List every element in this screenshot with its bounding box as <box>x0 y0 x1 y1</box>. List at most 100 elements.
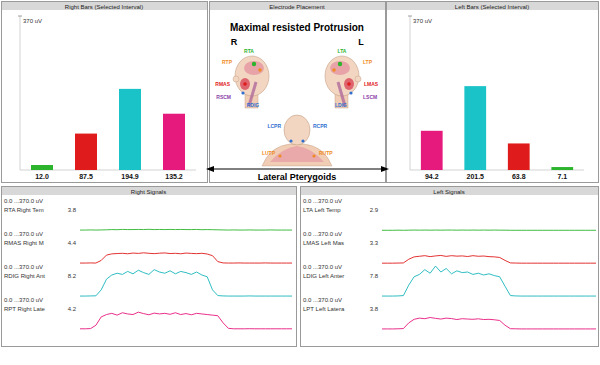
masseter <box>240 78 250 90</box>
muscle-label: RUTP <box>319 150 333 156</box>
nose <box>355 76 361 82</box>
trapezius <box>270 146 324 162</box>
y-tick <box>408 16 412 17</box>
signal-trace <box>80 270 292 296</box>
muscle-label: LUTP <box>262 150 276 156</box>
temporalis <box>244 61 264 75</box>
scale-label: 0.0 ...370.0 uV <box>4 231 43 237</box>
arrow-head <box>381 166 389 172</box>
title-strip <box>301 187 598 195</box>
panel-title: Right Bars (Selected Interval) <box>65 4 143 10</box>
electrode <box>338 62 342 66</box>
muscle-label: LTA <box>338 48 347 54</box>
skull <box>235 56 269 96</box>
panel-frame <box>387 2 599 183</box>
muscle-label: RSCM <box>216 94 231 100</box>
back-skull <box>284 115 310 145</box>
signal-trace <box>382 266 596 296</box>
panel-title: Left Bars (Selected Interval) <box>455 4 529 10</box>
electrode <box>243 82 247 86</box>
signal-trace <box>382 318 596 329</box>
series-name: RTA Right Tem <box>4 207 44 213</box>
trace-group <box>80 253 292 263</box>
side-label: R <box>231 37 238 47</box>
panel-title: Right Signals <box>131 189 166 195</box>
series-annotation: 4.4 <box>68 240 77 246</box>
bar <box>75 134 97 170</box>
bars <box>421 86 573 170</box>
data-label: 63.8 <box>512 173 526 180</box>
electrode <box>349 91 352 94</box>
bar <box>551 167 573 170</box>
head-illustration <box>233 56 269 108</box>
electrode <box>289 139 292 142</box>
nose <box>233 76 239 82</box>
trace-group <box>80 270 292 296</box>
series-name: LTA Left Temp <box>303 207 341 213</box>
electrode <box>347 82 351 86</box>
back-view <box>262 115 332 166</box>
muscle-label: RTP <box>222 59 233 65</box>
trace-group <box>80 312 292 329</box>
muscle-label: LMAS <box>364 81 379 87</box>
signal-trace <box>382 255 596 263</box>
data-label: 7.1 <box>557 173 567 180</box>
arrow-shaft <box>212 169 383 170</box>
signal-trace <box>80 253 292 263</box>
series-name: LMAS Left Mas <box>303 240 344 246</box>
head-illustration <box>325 56 361 108</box>
bar <box>119 89 141 170</box>
data-label: 12.0 <box>35 173 49 180</box>
data-label: 201.5 <box>466 173 484 180</box>
scale-label: 0.0 ...370.0 uV <box>303 231 342 237</box>
muscle-label: RDIG <box>247 102 260 108</box>
heading: Maximal resisted Protrusion <box>230 22 364 33</box>
scale-label: 0.0 ...370.0 uV <box>4 264 43 270</box>
panel-frame <box>210 2 386 183</box>
scale-label: 0.0 ...370.0 uV <box>303 264 342 270</box>
series-annotation: 7.8 <box>370 273 379 279</box>
electrode <box>301 139 304 142</box>
figure: Right Bars (Selected Interval) 370 uV 12.0… <box>0 0 600 365</box>
panel-title: Left Signals <box>433 189 464 195</box>
scale-label: 0.0 ...370.0 uV <box>303 198 342 204</box>
y-tick-label: 370 uV <box>23 18 42 24</box>
series-annotation: 8.2 <box>68 273 77 279</box>
signal-trace <box>382 230 596 231</box>
signal-trace <box>80 229 292 231</box>
y-axis <box>20 16 21 170</box>
muscle-label: LSCM <box>363 94 377 100</box>
panel-frame <box>2 187 297 347</box>
bar <box>508 143 530 170</box>
muscle-label: RMAS <box>215 81 230 87</box>
title-strip <box>387 2 598 10</box>
caption: Lateral Pterygoids <box>258 172 337 182</box>
muscle-label: LDIG <box>335 102 347 108</box>
series-name: RDIG Right Ant <box>4 273 45 279</box>
muscle-label: RCPR <box>313 123 328 129</box>
title-strip <box>2 2 207 10</box>
muscle-label: LCPR <box>267 123 281 129</box>
series-name: RPT Right Late <box>4 306 46 312</box>
trace-group <box>382 255 596 263</box>
series-annotation: 3.8 <box>370 306 379 312</box>
panel-frame <box>301 187 599 347</box>
masseter <box>344 78 354 90</box>
arrow-head <box>206 166 214 172</box>
data-label: 87.5 <box>79 173 93 180</box>
side-label: L <box>358 37 364 47</box>
series-annotation: 2.9 <box>370 207 379 213</box>
y-tick-label: 370 uV <box>413 18 432 24</box>
y-axis <box>410 16 411 170</box>
electrode <box>312 154 315 157</box>
bar <box>31 165 53 170</box>
bar <box>464 86 486 170</box>
trace-group <box>382 230 596 231</box>
series-annotation: 3.8 <box>68 207 77 213</box>
panel-frame <box>2 2 208 183</box>
series-annotation: 3.3 <box>370 240 379 246</box>
scale-label: 0.0 ...370.0 uV <box>4 297 43 303</box>
series-name: RMAS Right M <box>4 240 44 246</box>
bars <box>31 89 185 170</box>
trace-group <box>382 318 596 329</box>
